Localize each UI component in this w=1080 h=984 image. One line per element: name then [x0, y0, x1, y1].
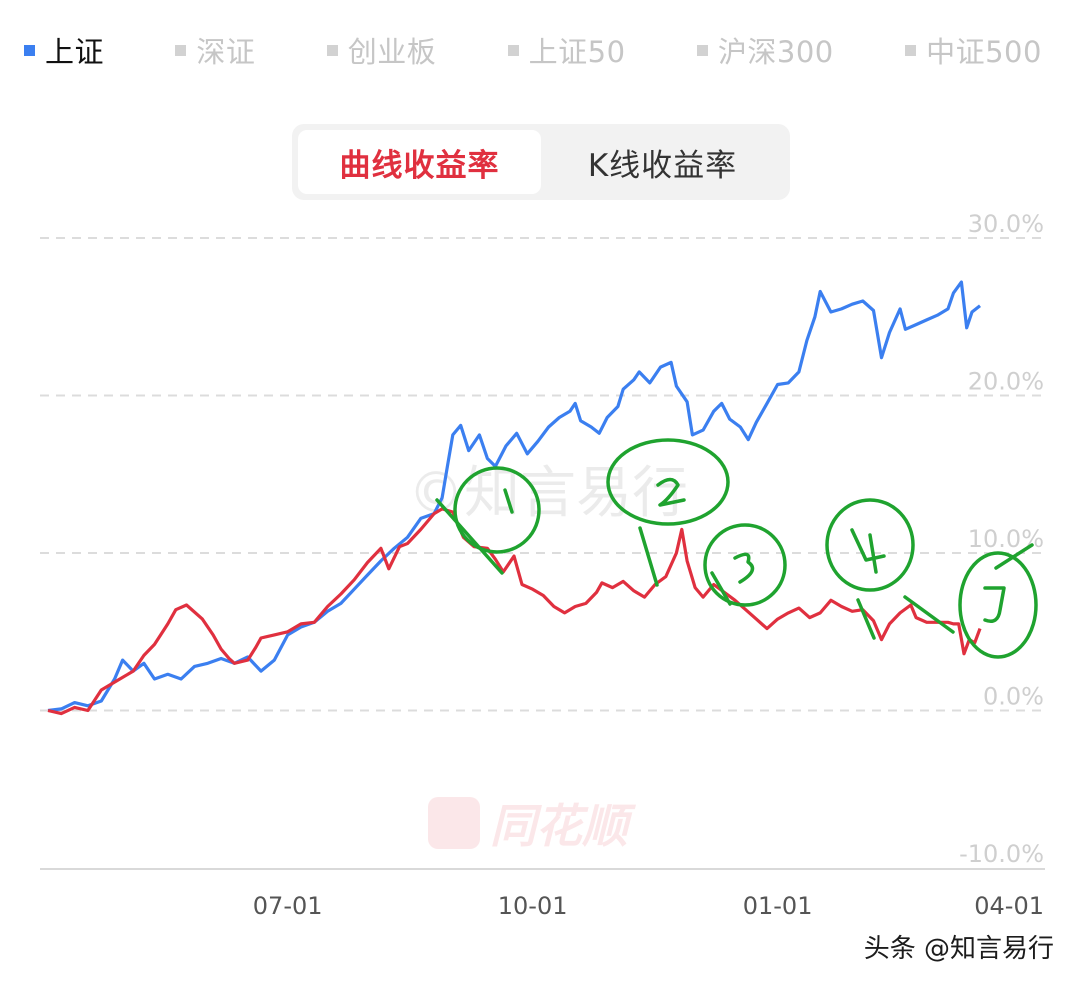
legend-swatch: [696, 44, 708, 56]
annotation-stroke: [903, 595, 955, 634]
x-tick-label: 10-01: [498, 892, 568, 920]
series-lines: [47, 280, 982, 716]
annotation-stroke: [453, 466, 541, 554]
index-legend: 上证 深证 创业板 上证50 沪深300 中证500: [0, 28, 1080, 72]
legend-label: 深证: [196, 35, 256, 69]
legend-swatch: [905, 44, 917, 56]
legend-label: 中证500: [926, 35, 1042, 69]
legend-swatch: [175, 44, 187, 56]
annotation-stroke: [656, 477, 686, 507]
grid-lines: [40, 237, 1045, 712]
y-axis-labels: 30.0% 20.0% 10.0% 0.0% -10.0%: [959, 210, 1044, 868]
series-line-strategy: [47, 507, 982, 716]
x-tick-label: 01-01: [743, 892, 813, 920]
legend-swatch: [507, 44, 519, 56]
annotation-stroke: [958, 551, 1038, 659]
annotation-stroke: [856, 598, 876, 640]
brand-logo: 同花顺: [428, 797, 637, 853]
annotation-stroke: [825, 498, 915, 592]
legend-item-csi500[interactable]: 中证500: [905, 29, 1042, 71]
annotation-stroke: [850, 528, 886, 574]
y-tick-label: -10.0%: [959, 840, 1044, 868]
annotation-stroke: [606, 438, 730, 526]
annotation-stroke: [503, 488, 514, 514]
x-tick-label: 07-01: [253, 892, 323, 920]
legend-item-shanghai[interactable]: 上证: [24, 29, 104, 71]
author-credit: 头条 @知言易行: [863, 934, 1054, 964]
return-type-toggle: 曲线收益率 K线收益率: [292, 124, 790, 200]
legend-item-sse50[interactable]: 上证50: [507, 29, 626, 71]
annotation-stroke: [703, 523, 787, 607]
legend-swatch: [326, 44, 338, 56]
y-tick-label: 10.0%: [968, 525, 1044, 553]
x-axis-labels: 07-01 10-01 01-01 04-01: [253, 892, 1044, 920]
legend-swatch: [24, 44, 35, 56]
y-tick-label: 20.0%: [968, 368, 1044, 396]
legend-item-csi300[interactable]: 沪深300: [696, 29, 834, 71]
annotation-stroke: [638, 526, 659, 587]
legend-item-shenzhen[interactable]: 深证: [175, 29, 255, 71]
annotation-stroke: [733, 552, 755, 584]
brand-logo-icon: [428, 797, 480, 849]
y-tick-label: 0.0%: [983, 683, 1044, 711]
legend-label: 创业板: [347, 35, 437, 69]
annotation-stroke: [710, 571, 732, 606]
y-tick-label: 30.0%: [968, 210, 1044, 238]
hand-drawn-annotations: [435, 438, 1038, 659]
curve-return-tab[interactable]: 曲线收益率: [298, 130, 541, 194]
brand-logo-text: 同花顺: [490, 799, 637, 853]
legend-item-chinext[interactable]: 创业板: [326, 29, 437, 71]
legend-label: 沪深300: [717, 35, 834, 69]
annotation-stroke: [435, 498, 504, 575]
legend-label: 上证: [45, 35, 105, 69]
legend-label: 上证50: [528, 35, 626, 69]
annotation-stroke: [983, 586, 1006, 623]
x-tick-label: 04-01: [974, 892, 1044, 920]
annotation-stroke: [994, 543, 1034, 570]
kline-return-tab[interactable]: K线收益率: [587, 147, 738, 184]
